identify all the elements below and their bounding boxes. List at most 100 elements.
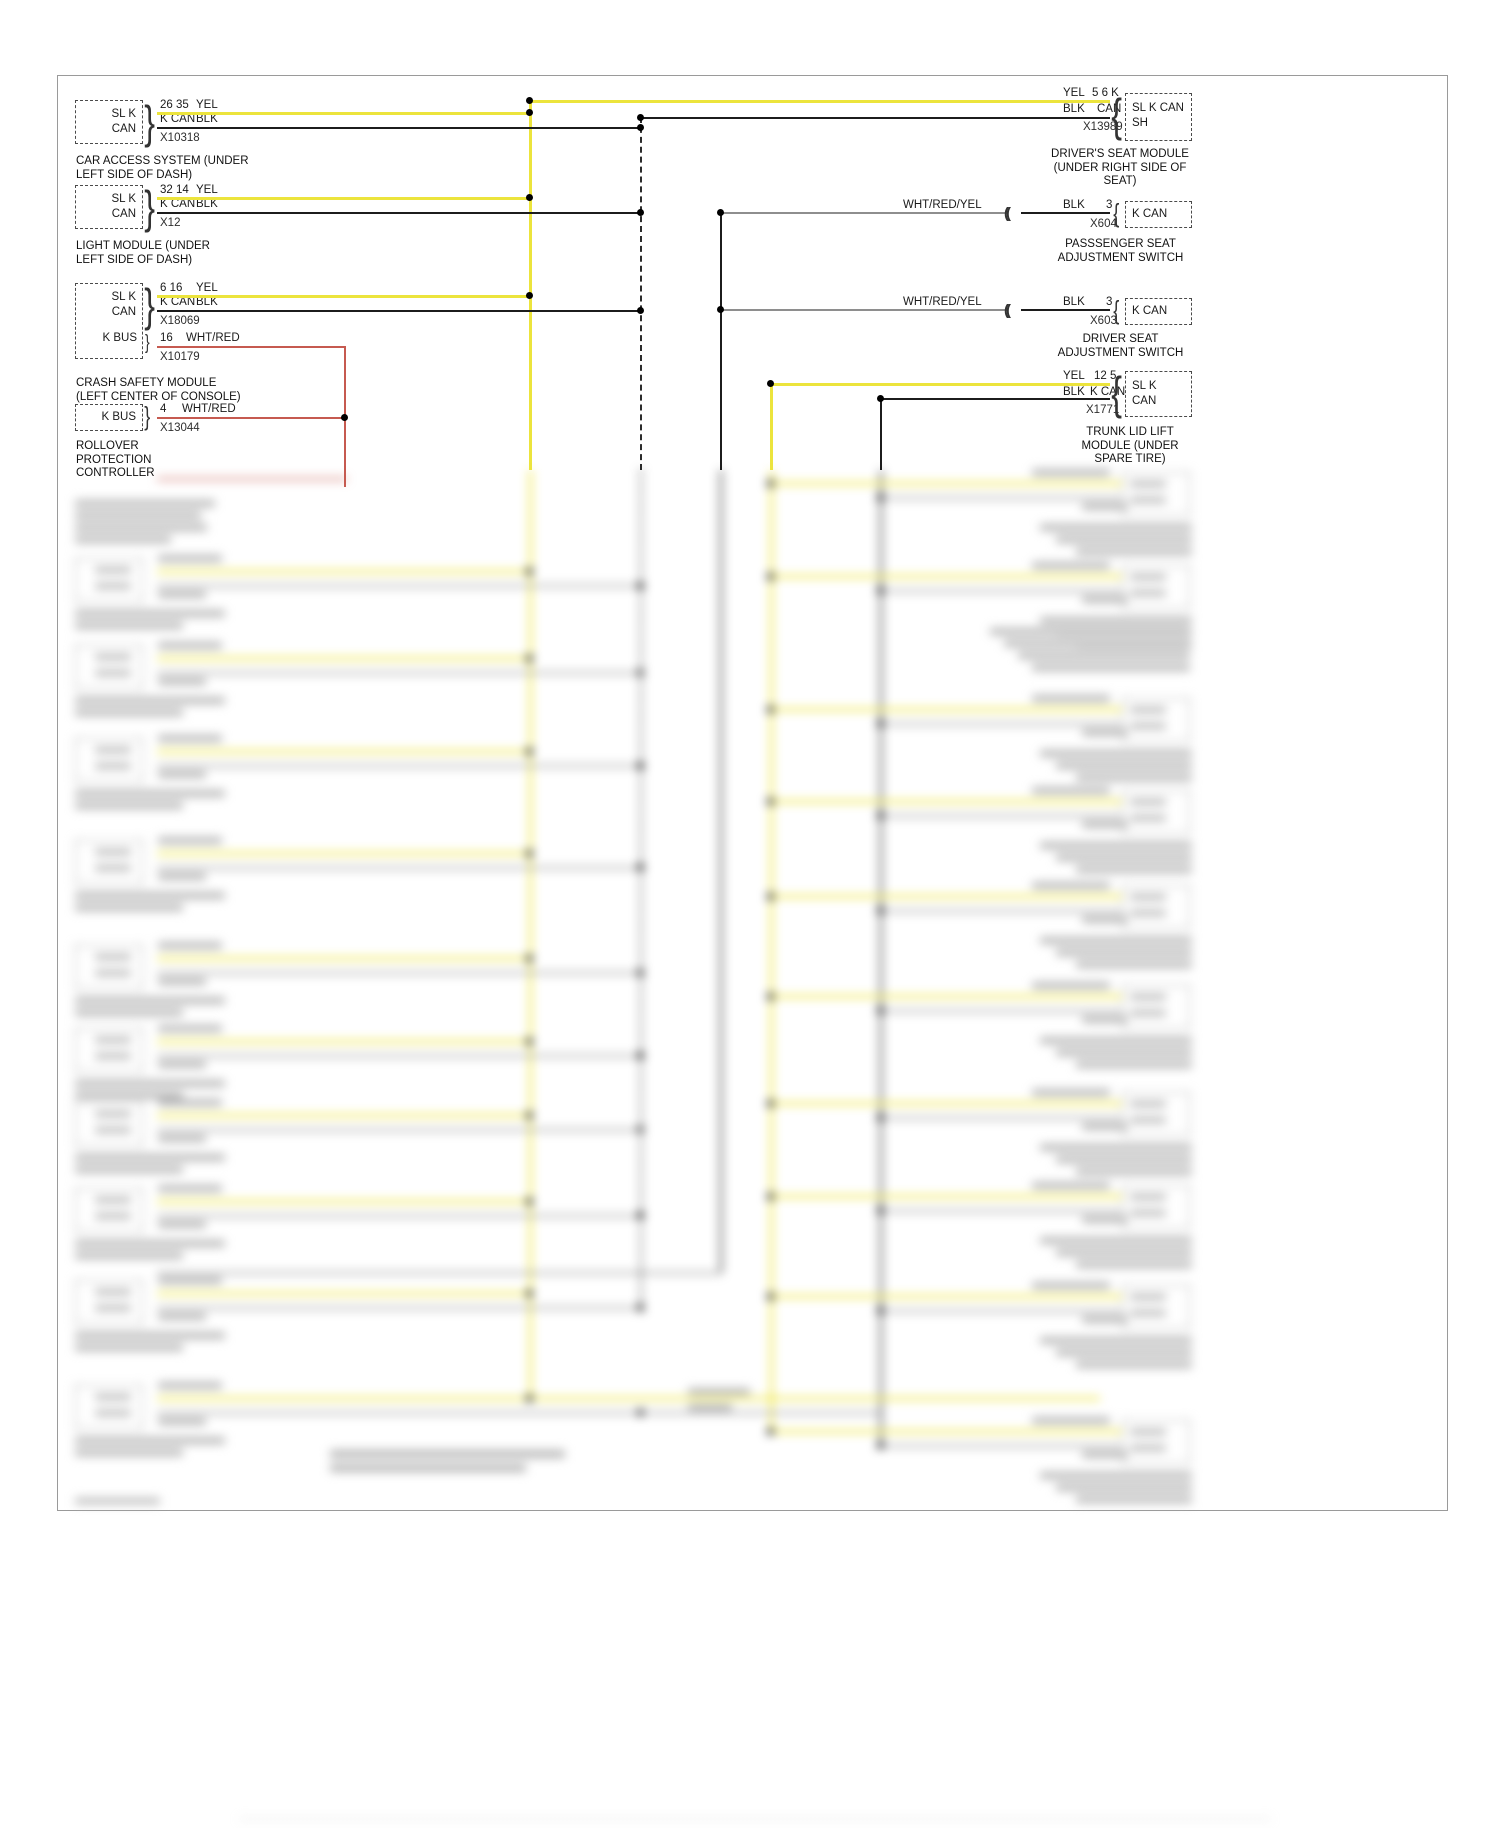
can-bus-black-dashed-vertical [640, 117, 642, 470]
wire-color-label: YEL [1063, 87, 1085, 99]
box-label: CAN [111, 208, 136, 220]
connector-label: X10179 [160, 351, 200, 363]
module-caption: LIGHT MODULE (UNDER LEFT SIDE OF DASH) [76, 240, 210, 266]
module-caption: TRUNK LID LIFT MODULE (UNDER SPARE TIRE) [1081, 426, 1179, 465]
junction-dot [877, 395, 884, 402]
connector-label: X1771 [1086, 404, 1120, 416]
junction-dot [637, 307, 644, 314]
wire-color-label: BLK [1063, 103, 1085, 115]
pin-label: CAN [1097, 103, 1122, 115]
connector-label: X10318 [160, 132, 200, 144]
black-vertical-right [880, 398, 882, 470]
junction-dot [637, 114, 644, 121]
wire-yellow [157, 197, 529, 200]
connector-label: X603 [1090, 315, 1117, 327]
wire-color-label: YEL [196, 282, 218, 294]
wire-black [1021, 212, 1110, 214]
box-label-kbus: K BUS [102, 332, 137, 344]
box-label: SL K [111, 193, 136, 205]
module-box-trunk-lid-lift: SL K CAN [1125, 371, 1192, 417]
box-label: SL K [111, 291, 136, 303]
brace-icon: } [144, 401, 151, 431]
junction-dot [717, 209, 724, 216]
box-label: SL K CAN [1132, 102, 1184, 114]
wire-color-label: YEL [196, 99, 218, 111]
wire-color-label: BLK [196, 198, 218, 210]
pin-numbers: 26 35 [160, 99, 189, 111]
connector-label: X18069 [160, 315, 200, 327]
box-label: SL K [111, 108, 136, 120]
inline-connector-icon: (( [1004, 205, 1011, 222]
wire-red [157, 346, 345, 348]
pin-numbers: 4 [160, 403, 167, 415]
module-box-passenger-seat-switch: K CAN [1125, 201, 1192, 228]
module-box-crash-safety-module: SL K CAN [75, 283, 143, 359]
pin-numbers: 5 6 K [1092, 87, 1119, 99]
wire-color-label: YEL [1063, 370, 1085, 382]
wire-color-label: WHT/RED/YEL [903, 199, 982, 211]
pin-label: K CAN [160, 113, 196, 125]
module-caption: PASSSENGER SEAT ADJUSTMENT SWITCH [1057, 238, 1184, 264]
module-box-drivers-seat-module: SL K CAN SH [1125, 93, 1192, 141]
module-box-car-access-system: SL K CAN [75, 100, 143, 144]
wire-color-label: WHT/RED [186, 332, 240, 344]
junction-dot [341, 414, 348, 421]
brace-icon: { [1113, 198, 1120, 228]
wire-yellow [157, 295, 529, 298]
wire-black [157, 212, 640, 214]
box-label: K CAN [1132, 305, 1168, 317]
pin-numbers: 12 5 [1094, 370, 1117, 382]
pin-label: K CAN [160, 296, 196, 308]
wire-color-label: YEL [196, 184, 218, 196]
connector-label: X604 [1090, 218, 1117, 230]
box-label: SL K [1132, 380, 1157, 392]
wire-black [157, 127, 640, 129]
brace-icon: } [144, 96, 156, 148]
junction-dot [526, 109, 533, 116]
module-box-driver-seat-switch: K CAN [1125, 298, 1192, 325]
blurred-page-edge-dots [240, 1818, 1270, 1820]
pin-numbers: 16 [160, 332, 173, 344]
inline-connector-icon: (( [1004, 302, 1011, 319]
box-label: K CAN [1132, 208, 1168, 220]
wire-black [157, 310, 640, 312]
brace-icon: } [144, 181, 156, 233]
module-caption: DRIVER'S SEAT MODULE (UNDER RIGHT SIDE O… [1051, 148, 1189, 187]
module-box-rollover-protection: K BUS [75, 404, 143, 431]
pin-numbers: 32 14 [160, 184, 189, 196]
junction-dot [637, 209, 644, 216]
brace-icon: } [145, 332, 150, 354]
box-label: CAN [1132, 395, 1157, 407]
module-box-light-module: SL K CAN [75, 185, 143, 229]
wire-black [880, 398, 1110, 400]
wire-red [157, 417, 345, 419]
wire-color-label: WHT/RED [182, 403, 236, 415]
wire-black [1021, 309, 1110, 311]
can-bus-yellow-vertical [529, 100, 532, 470]
wire-yellow [529, 100, 1110, 103]
wire-gray [720, 309, 1007, 311]
wire-color-label: WHT/RED/YEL [903, 296, 982, 308]
brace-icon: { [1113, 295, 1120, 325]
junction-dot [526, 97, 533, 104]
brace-icon: { [1111, 367, 1123, 419]
box-label: CAN [111, 306, 136, 318]
wire-color-label: BLK [1063, 386, 1085, 398]
module-caption: CAR ACCESS SYSTEM (UNDER LEFT SIDE OF DA… [76, 155, 249, 181]
connector-label: X13044 [160, 422, 200, 434]
pin-numbers: 6 16 [160, 282, 183, 294]
wire-color-label: BLK [1063, 199, 1085, 211]
brace-icon: } [144, 279, 156, 331]
junction-dot [767, 380, 774, 387]
junction-dot [526, 194, 533, 201]
wire-black [640, 117, 1110, 119]
box-label: K BUS [101, 411, 136, 423]
junction-dot [526, 292, 533, 299]
diagram-border [57, 75, 1448, 1511]
wire-yellow [770, 383, 1110, 386]
pin-numbers: 3 [1106, 199, 1113, 211]
module-caption: DRIVER SEAT ADJUSTMENT SWITCH [1057, 333, 1184, 359]
box-label: SH [1132, 117, 1148, 129]
junction-dot [717, 306, 724, 313]
